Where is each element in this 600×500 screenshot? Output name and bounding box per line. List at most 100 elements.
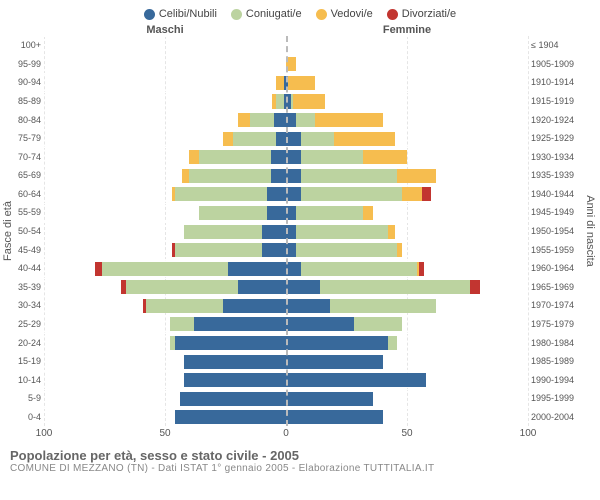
year-label: 1955-1959	[531, 240, 586, 259]
age-label: 80-84	[4, 110, 41, 129]
x-tick: 100	[36, 428, 53, 439]
year-label: 1910-1914	[531, 73, 586, 92]
male-row	[44, 389, 286, 408]
bar-segment	[199, 206, 267, 220]
female-row	[286, 315, 528, 334]
bar-segment	[286, 187, 301, 201]
female-row	[286, 278, 528, 297]
year-label: 1965-1969	[531, 278, 586, 297]
male-row	[44, 166, 286, 185]
bar-segment	[199, 150, 272, 164]
bar-segment	[102, 262, 228, 276]
legend-label: Coniugati/e	[246, 8, 302, 20]
bar-segment	[296, 225, 388, 239]
bar-segment	[189, 169, 271, 183]
bar-segment	[238, 280, 286, 294]
age-label: 40-44	[4, 259, 41, 278]
female-row	[286, 73, 528, 92]
bar-segment	[262, 225, 286, 239]
center-axis	[286, 36, 288, 426]
female-row	[286, 203, 528, 222]
bar-segment	[334, 132, 395, 146]
male-row	[44, 333, 286, 352]
x-tick: 50	[159, 428, 170, 439]
male-header: Maschi	[44, 24, 286, 36]
year-label: 1975-1979	[531, 315, 586, 334]
age-label: 10-14	[4, 370, 41, 389]
age-label: 100+	[4, 36, 41, 55]
age-label: 25-29	[4, 315, 41, 334]
legend-item: Coniugati/e	[231, 8, 302, 20]
male-row	[44, 259, 286, 278]
bar-segment	[296, 243, 398, 257]
legend-label: Celibi/Nubili	[159, 8, 217, 20]
bar-segment	[419, 262, 424, 276]
bar-segment	[388, 336, 398, 350]
column-headers: Maschi Femmine	[4, 24, 596, 36]
bar-segment	[301, 262, 417, 276]
female-row	[286, 240, 528, 259]
bar-segment	[286, 169, 301, 183]
bar-segment	[170, 317, 194, 331]
population-pyramid-chart: Celibi/NubiliConiugati/eVedovi/eDivorzia…	[0, 0, 600, 500]
year-label: ≤ 1904	[531, 36, 586, 55]
year-label: 1995-1999	[531, 389, 586, 408]
bar-segment	[315, 113, 383, 127]
bar-segment	[175, 243, 262, 257]
bar-segment	[250, 113, 274, 127]
year-label: 1980-1984	[531, 333, 586, 352]
age-label: 5-9	[4, 389, 41, 408]
bar-segment	[276, 94, 283, 108]
female-header: Femmine	[286, 24, 528, 36]
bar-segment	[286, 262, 301, 276]
female-row	[286, 166, 528, 185]
legend-item: Celibi/Nubili	[144, 8, 217, 20]
bar-segment	[286, 132, 301, 146]
male-row	[44, 147, 286, 166]
birthyear-ticks: ≤ 19041905-19091910-19141915-19191920-19…	[528, 36, 586, 426]
male-row	[44, 408, 286, 427]
female-row	[286, 296, 528, 315]
bar-segment	[397, 243, 402, 257]
bar-segment	[223, 299, 286, 313]
bar-segment	[271, 150, 286, 164]
legend-swatch	[144, 9, 155, 20]
age-label: 20-24	[4, 333, 41, 352]
bar-segment	[223, 132, 233, 146]
year-label: 1930-1934	[531, 147, 586, 166]
bar-segment	[276, 132, 286, 146]
age-label: 0-4	[4, 408, 41, 427]
bar-segment	[228, 262, 286, 276]
bar-segment	[182, 169, 189, 183]
female-row	[286, 185, 528, 204]
year-label: 1935-1939	[531, 166, 586, 185]
year-label: 1970-1974	[531, 296, 586, 315]
plot-area: Fasce di età Anni di nascita 100+95-9990…	[4, 36, 596, 426]
legend-swatch	[387, 9, 398, 20]
male-row	[44, 278, 286, 297]
bar-segment	[146, 299, 223, 313]
year-label: 1915-1919	[531, 92, 586, 111]
female-row	[286, 389, 528, 408]
legend-item: Vedovi/e	[316, 8, 373, 20]
year-label: 1960-1964	[531, 259, 586, 278]
bar-segment	[175, 336, 286, 350]
male-row	[44, 315, 286, 334]
male-row	[44, 129, 286, 148]
bar-segment	[293, 94, 324, 108]
age-label: 95-99	[4, 55, 41, 74]
bar-segment	[286, 299, 330, 313]
bar-segment	[296, 113, 315, 127]
age-label: 30-34	[4, 296, 41, 315]
bar-segment	[301, 169, 398, 183]
bar-segment	[301, 187, 403, 201]
bar-segment	[233, 132, 277, 146]
bar-segment	[388, 225, 395, 239]
male-row	[44, 73, 286, 92]
female-row	[286, 333, 528, 352]
bar-segment	[301, 150, 364, 164]
y-axis-right-label: Anni di nascita	[584, 195, 596, 267]
age-label: 65-69	[4, 166, 41, 185]
female-row	[286, 408, 528, 427]
bar-segment	[296, 206, 364, 220]
